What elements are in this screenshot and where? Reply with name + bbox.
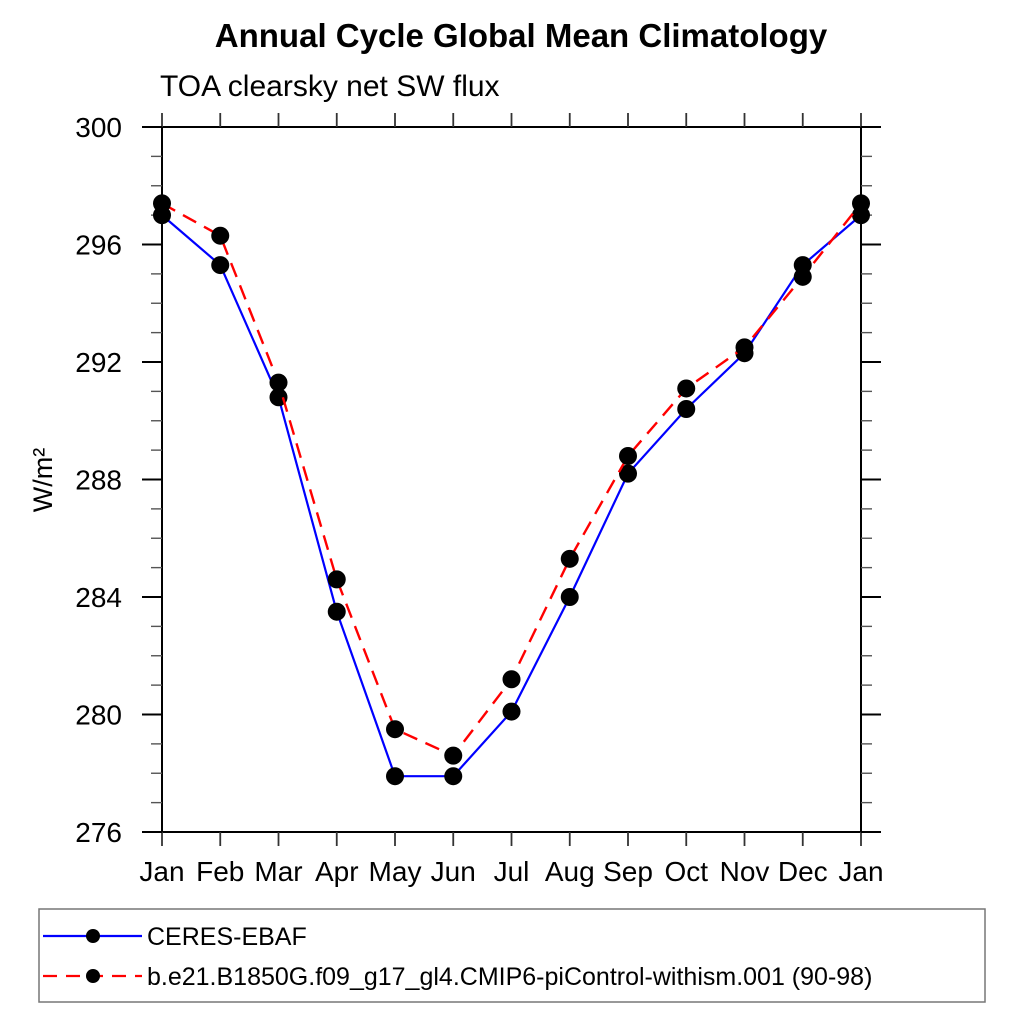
data-point-marker [444,767,463,786]
data-point-marker [793,267,812,286]
x-axis-tick-label: Sep [603,856,653,887]
y-axis-tick-label: 276 [75,817,122,848]
y-axis-tick-label: 292 [75,347,122,378]
legend-label: b.e21.B1850G.f09_g17_gl4.CMIP6-piControl… [147,963,872,991]
chart-title: Annual Cycle Global Mean Climatology [215,17,828,54]
y-axis-tick-label: 280 [75,700,122,731]
data-point-marker [211,256,230,275]
x-axis-tick-label: Mar [254,856,302,887]
data-point-marker [327,602,346,621]
x-axis-tick-label: Nov [720,856,770,887]
data-point-marker [211,226,230,245]
x-axis-tick-label: Aug [545,856,595,887]
y-axis-tick-label: 288 [75,465,122,496]
data-point-marker [502,702,521,721]
x-axis-tick-label: Jan [139,856,184,887]
chart-subtitle: TOA clearsky net SW flux [160,70,500,103]
data-point-marker [386,720,404,739]
data-point-marker [502,670,521,689]
y-axis-tick-label: 296 [75,230,122,261]
data-point-marker [677,400,696,418]
x-axis-tick-label: Jun [431,856,476,887]
x-axis-tick-label: Apr [315,856,359,887]
axes-layer: Jan Feb Mar Apr May Jun Jul Aug Sep Oct Nov Dec Jan 2… [75,112,883,887]
data-point-marker [269,373,288,392]
legend-entry: CERES-EBAF [43,923,307,951]
legend-marker-icon [86,969,100,983]
y-axis-tick-label: 300 [75,112,122,143]
y-axis-tick-label: 284 [75,582,122,613]
legend-entry: b.e21.B1850G.f09_g17_gl4.CMIP6-piControl… [43,963,872,991]
x-axis-tick-label: Jan [838,856,883,887]
data-point-marker [560,588,579,606]
data-point-marker [735,338,754,357]
data-point-marker [560,549,579,568]
x-axis-tick-label: Oct [664,856,708,887]
y-axis-label: W/m² [28,448,58,512]
data-point-marker [444,746,463,765]
x-axis-tick-label: May [369,856,422,887]
data-point-marker [619,464,637,483]
data-point-marker [386,767,404,786]
x-axis-tick-label: Feb [196,856,244,887]
x-axis-tick-label: Jul [494,856,530,887]
data-point-marker [677,379,696,398]
data-point-marker [852,194,870,213]
data-point-marker [153,194,171,213]
plot-frame [161,126,862,833]
legend-border [38,908,986,1003]
legend-marker-icon [86,929,100,943]
legend-box: CERES-EBAF b.e21.B1850G.f09_g17_gl4.CMIP… [38,908,986,1003]
data-point-marker [619,447,637,465]
series-line-0 [161,214,862,778]
x-axis-tick-label: Dec [778,856,828,887]
legend-label: CERES-EBAF [147,923,307,951]
data-point-marker [327,570,346,589]
series-layer [153,194,870,786]
